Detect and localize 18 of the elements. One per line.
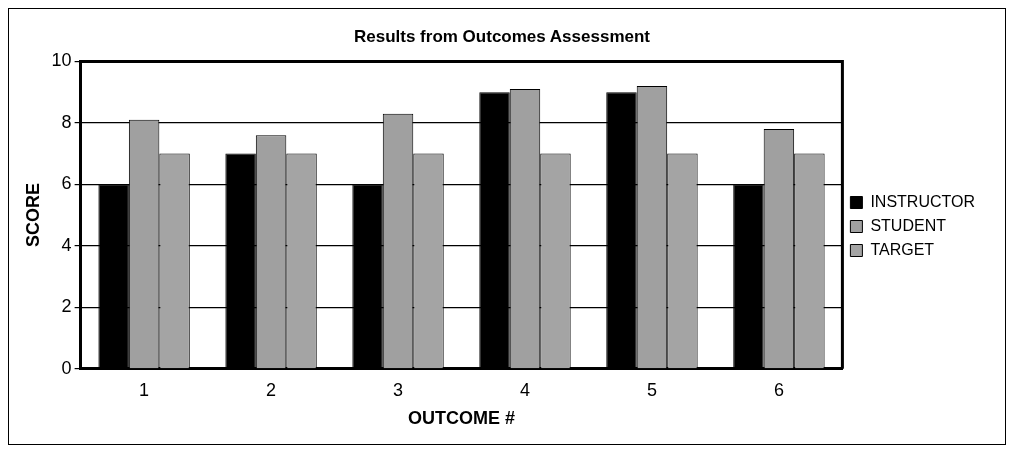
y-axis-title: SCORE xyxy=(22,183,43,248)
y-tick-label: 2 xyxy=(61,296,72,317)
y-tick-label: 10 xyxy=(51,50,72,71)
legend-label: INSTRUCTOR xyxy=(870,192,975,210)
x-tick-label: 1 xyxy=(139,379,150,400)
legend-label: TARGET xyxy=(870,240,935,258)
x-tick-label: 6 xyxy=(773,379,784,400)
legend-label: STUDENT xyxy=(870,216,947,234)
x-tick-label: 4 xyxy=(519,379,530,400)
y-tick-label: 4 xyxy=(61,234,72,255)
y-tick-label: 8 xyxy=(61,111,72,132)
y-tick-label: 6 xyxy=(61,173,72,194)
x-axis-title: OUTCOME # xyxy=(408,408,516,429)
x-tick-label: 5 xyxy=(646,379,657,400)
chart-title: Results from Outcomes Assessment xyxy=(353,26,651,46)
x-tick-label: 3 xyxy=(393,379,404,400)
x-tick-label: 2 xyxy=(266,379,277,400)
y-tick-label: 0 xyxy=(61,357,72,378)
